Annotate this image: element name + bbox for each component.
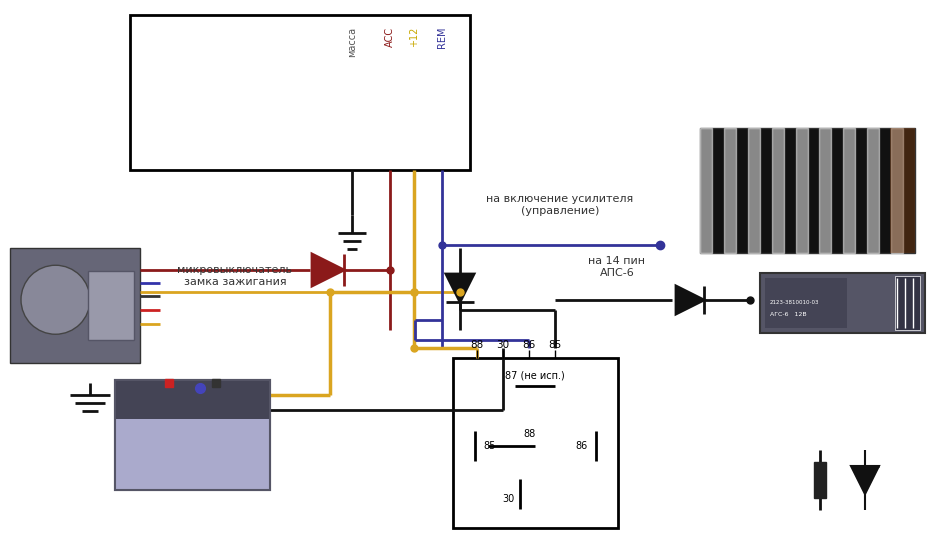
Text: 30: 30 [496,340,509,350]
Text: на 14 пин
АПС-6: на 14 пин АПС-6 [588,257,645,278]
Text: REM: REM [437,27,447,49]
Text: 86: 86 [576,441,588,452]
Text: 88: 88 [524,429,536,440]
Bar [130,15,470,170]
Polygon shape [312,254,344,286]
Bar [700,128,915,253]
Text: масса: масса [347,27,357,57]
Text: 85: 85 [483,441,495,452]
Bar [115,380,270,490]
Bar [88,271,133,340]
Text: 86: 86 [523,340,536,350]
Text: 2123-3810010-03: 2123-3810010-03 [770,300,820,306]
Text: на включение усилителя
(управление): на включение усилителя (управление) [486,194,634,216]
Bar [890,128,915,253]
Polygon shape [772,128,783,253]
Text: микровыключатель
замка зажигания: микровыключатель замка зажигания [177,265,292,287]
Polygon shape [700,128,712,253]
Bar [115,418,270,490]
Polygon shape [446,274,474,302]
Text: 88: 88 [470,340,484,350]
Bar [10,248,140,363]
Text: 87 (не исп.): 87 (не исп.) [506,371,565,381]
Bar [453,358,618,528]
Bar [115,380,270,418]
Bar [115,380,270,490]
Polygon shape [747,128,760,253]
Text: 30: 30 [503,494,515,504]
Polygon shape [796,128,807,253]
Polygon shape [843,128,855,253]
Polygon shape [724,128,736,253]
Circle shape [21,265,90,334]
Text: АГС-6   12В: АГС-6 12В [770,312,806,318]
Text: +12: +12 [409,27,419,48]
Polygon shape [851,466,879,494]
Polygon shape [891,128,903,253]
Polygon shape [676,286,704,314]
Bar [895,276,920,330]
Text: АСС: АСС [385,27,395,47]
Polygon shape [820,128,831,253]
Polygon shape [814,462,826,498]
Bar [765,278,847,328]
Bar [760,273,925,333]
Polygon shape [867,128,879,253]
Text: 85: 85 [548,340,562,350]
